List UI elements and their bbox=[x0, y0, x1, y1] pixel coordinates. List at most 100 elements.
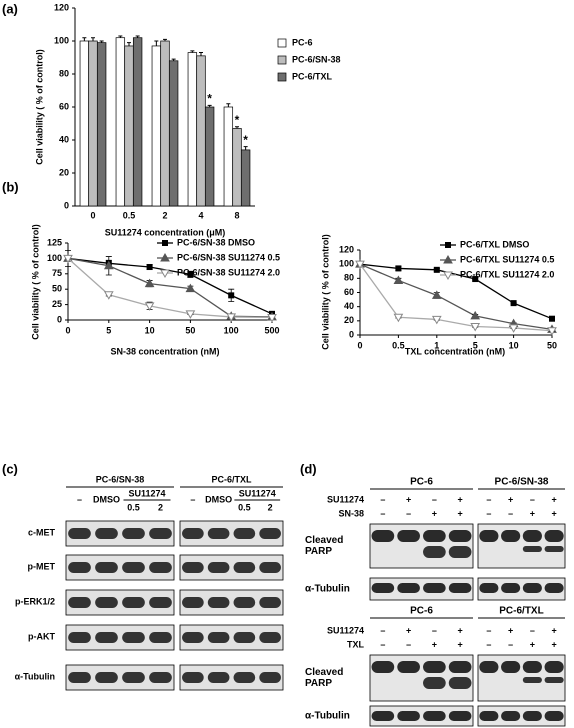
blot-band bbox=[397, 711, 420, 721]
marker bbox=[395, 265, 402, 272]
y-tick-label: 40 bbox=[59, 134, 69, 144]
legend-label: PC-6/TXL SU11274 0.5 bbox=[460, 254, 554, 264]
panel-label: (a) bbox=[2, 1, 18, 16]
row-label: p-MET bbox=[28, 561, 56, 571]
blot-band bbox=[423, 583, 446, 593]
sign: + bbox=[457, 639, 462, 649]
y-tick-label: 20 bbox=[344, 315, 354, 325]
y-tick-label: 125 bbox=[47, 237, 62, 247]
error-bar bbox=[91, 37, 95, 41]
x-tick-label: 5 bbox=[473, 340, 478, 350]
legend-label: PC-6/TXL DMSO bbox=[460, 239, 529, 249]
legend-swatch bbox=[277, 55, 287, 65]
sign: + bbox=[551, 625, 556, 635]
lane-label: – bbox=[190, 494, 195, 504]
error-bar bbox=[127, 42, 131, 46]
sign: – bbox=[380, 625, 385, 635]
row-label: PARP bbox=[305, 546, 332, 557]
blot-band bbox=[479, 583, 499, 593]
marker bbox=[146, 264, 153, 271]
bar bbox=[187, 52, 198, 207]
marker bbox=[162, 240, 168, 246]
error-bar bbox=[135, 35, 140, 38]
sign: + bbox=[406, 625, 411, 635]
marker bbox=[103, 291, 114, 300]
sign: – bbox=[530, 494, 535, 504]
sign: – bbox=[380, 508, 385, 518]
x-tick-label: 50 bbox=[185, 325, 195, 335]
x-tick-label: 8 bbox=[234, 210, 239, 220]
error-bar bbox=[163, 38, 167, 41]
line bbox=[67, 257, 273, 315]
y-tick-label: 80 bbox=[344, 273, 354, 283]
blot-band bbox=[149, 632, 172, 643]
blot-band bbox=[522, 661, 542, 673]
group-title: PC-6 bbox=[410, 477, 433, 488]
blot-band bbox=[259, 672, 281, 683]
row-label: PARP bbox=[305, 678, 332, 689]
sign: + bbox=[457, 494, 462, 504]
blot-band bbox=[68, 632, 91, 643]
blot-band bbox=[522, 583, 542, 593]
blot-band bbox=[423, 711, 446, 721]
error-bar bbox=[99, 40, 104, 43]
sign: + bbox=[508, 625, 513, 635]
blot-band bbox=[122, 672, 145, 683]
blot-band bbox=[95, 672, 118, 683]
blot-band bbox=[233, 562, 256, 573]
marker bbox=[187, 271, 194, 278]
marker bbox=[470, 323, 481, 332]
blot-band bbox=[182, 632, 204, 643]
y-axis-label: Cell viability ( % of control) bbox=[30, 224, 40, 340]
y-tick-label: 100 bbox=[47, 253, 62, 263]
marker bbox=[63, 254, 73, 264]
y-tick-label: 20 bbox=[59, 167, 69, 177]
group-title: PC-6/SN-38 bbox=[96, 474, 145, 484]
blot-band bbox=[149, 672, 172, 683]
row-label: α-Tubulin bbox=[305, 711, 350, 722]
blot-band bbox=[397, 583, 420, 593]
blot-band bbox=[95, 632, 118, 643]
y-tick-label: 60 bbox=[59, 101, 69, 111]
sign: – bbox=[380, 639, 385, 649]
error-bar bbox=[235, 126, 239, 129]
marker bbox=[393, 275, 404, 284]
x-tick-label: 10 bbox=[509, 340, 519, 350]
x-tick-label: 100 bbox=[224, 325, 239, 335]
marker bbox=[510, 300, 517, 307]
sign: + bbox=[432, 508, 437, 518]
bar bbox=[96, 42, 107, 207]
blot-band bbox=[149, 528, 172, 539]
marker bbox=[393, 313, 404, 323]
row-label: c-MET bbox=[28, 527, 56, 537]
sign: + bbox=[551, 508, 556, 518]
marker bbox=[226, 313, 237, 322]
blot-band bbox=[259, 562, 281, 573]
blot-band bbox=[68, 562, 91, 573]
x-tick-label: 1 bbox=[434, 340, 439, 350]
bar bbox=[124, 45, 134, 207]
blot-band bbox=[182, 672, 204, 683]
y-tick-label: 75 bbox=[52, 268, 62, 278]
marker bbox=[443, 271, 453, 281]
blot-band bbox=[423, 546, 446, 558]
bar bbox=[151, 45, 162, 207]
marker bbox=[228, 292, 235, 299]
x-axis-label: SU11274 concentration (μM) bbox=[105, 227, 226, 237]
blot-band bbox=[423, 677, 446, 689]
error-bar bbox=[82, 37, 87, 41]
y-tick-label: 25 bbox=[52, 299, 62, 309]
x-tick-label: 0 bbox=[357, 340, 362, 350]
line bbox=[359, 263, 553, 330]
blot-band bbox=[95, 562, 118, 573]
y-tick-label: 40 bbox=[344, 301, 354, 311]
panel-label: (b) bbox=[2, 179, 19, 194]
marker bbox=[445, 242, 451, 248]
blot-band bbox=[122, 562, 145, 573]
blot-band bbox=[95, 528, 118, 539]
blot-band bbox=[371, 530, 395, 542]
lane-label: DMSO bbox=[205, 494, 232, 504]
condition-label: SU11274 bbox=[327, 625, 364, 635]
y-tick-label: 100 bbox=[339, 259, 354, 269]
